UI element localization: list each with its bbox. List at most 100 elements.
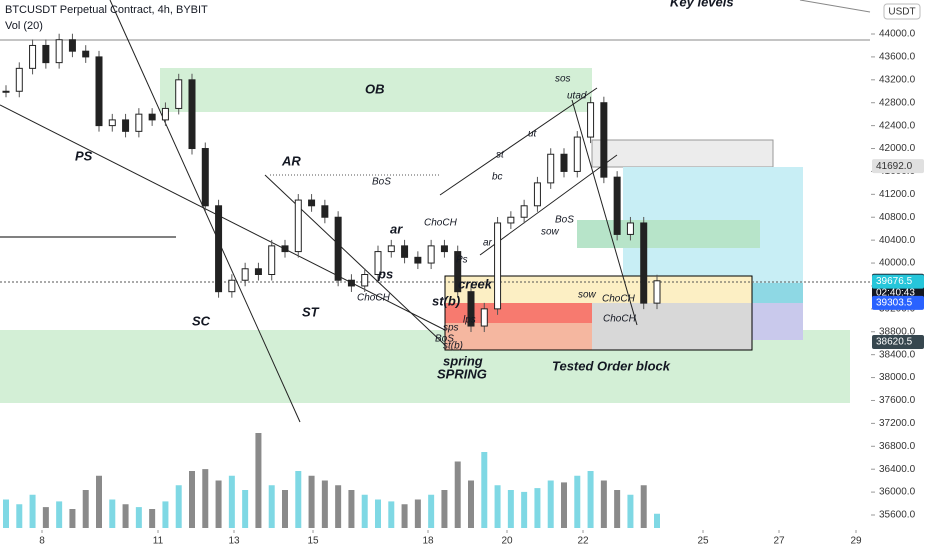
y-tick-label: 35600.0 <box>879 510 916 521</box>
candle-body <box>334 216 342 281</box>
candle-body <box>640 222 648 304</box>
volume-bar <box>494 485 501 528</box>
volume-bar <box>481 452 488 528</box>
price-badge <box>872 335 924 350</box>
annotation: ar <box>483 238 493 249</box>
candle-body <box>95 56 103 127</box>
x-tick-label: 11 <box>153 536 164 547</box>
candle-body <box>321 205 329 218</box>
candle-body <box>427 245 435 264</box>
volume-bar <box>361 494 368 528</box>
annotation: st(b) <box>432 293 460 308</box>
volume-bar <box>228 475 235 528</box>
volume-bar <box>189 471 195 528</box>
volume-bar <box>215 480 222 528</box>
candle-body <box>533 182 541 207</box>
x-tick-label: 8 <box>39 536 45 547</box>
annotations: BTCUSDT Perpetual Contract, 4h, BYBIT Vo… <box>5 0 734 381</box>
annotation: ST <box>302 304 320 319</box>
volume-bar <box>414 499 421 528</box>
annotation: st <box>496 150 505 161</box>
candle-body <box>414 256 422 264</box>
price-badge <box>872 274 924 289</box>
candle-body <box>600 102 608 178</box>
purple-box <box>752 303 803 340</box>
candle-body <box>387 245 395 253</box>
gray-zone <box>591 139 774 168</box>
y-tick-label: 43600.0 <box>879 52 916 63</box>
x-tick-label: 13 <box>228 536 240 547</box>
annotation: Tested Order block <box>552 358 671 373</box>
channel-line <box>439 87 598 196</box>
candle-body <box>480 308 488 327</box>
channel-line <box>571 99 638 326</box>
x-tick-label: 27 <box>773 536 785 547</box>
gray-box <box>592 303 752 350</box>
annotation: sow <box>541 227 560 238</box>
volume-bar <box>335 485 342 528</box>
annotation: ar <box>390 221 403 236</box>
y-tick-label: 42000.0 <box>879 143 916 154</box>
volume-bar <box>534 488 541 528</box>
candle-body <box>613 176 621 235</box>
volume-bar <box>627 494 634 528</box>
annotation: sos <box>555 74 571 85</box>
candle-body <box>29 44 37 69</box>
currency: USDT <box>888 7 915 18</box>
y-tick-label: 37200.0 <box>879 418 916 429</box>
candle-body <box>440 245 448 253</box>
candle-body <box>454 251 462 293</box>
volume-bar <box>321 480 328 528</box>
price-badge-label: 39303.5 <box>876 298 913 309</box>
channel-line <box>0 104 446 331</box>
volume-bar <box>507 490 514 528</box>
volume-bar <box>162 501 169 528</box>
y-tick-label: 40000.0 <box>879 258 916 269</box>
salmon-zone <box>445 323 592 350</box>
volume-bar <box>175 485 182 528</box>
annotation: st(b) <box>443 341 463 352</box>
channel-line <box>479 154 618 256</box>
volume-bar <box>242 490 249 528</box>
y-tick-label: 37600.0 <box>879 395 916 406</box>
candle-body <box>215 205 223 293</box>
annotation: sow <box>578 290 597 301</box>
ob-zone <box>160 68 592 112</box>
y-tick-label: 38400.0 <box>879 349 916 360</box>
volume-bar <box>640 485 647 528</box>
annotation: utad <box>567 91 587 102</box>
candle-body <box>560 153 568 172</box>
x-tick-label: 18 <box>422 536 434 547</box>
indicator: Vol (20) <box>5 20 43 32</box>
price-badge <box>872 159 924 174</box>
candle-body <box>361 274 369 287</box>
volume-bar <box>547 480 554 528</box>
y-tick-label: 40400.0 <box>879 235 916 246</box>
candle-body <box>68 39 76 52</box>
annotation: Key levels <box>670 0 734 9</box>
volume-bar <box>29 494 36 528</box>
volume-bar <box>574 475 581 528</box>
candle-body <box>347 279 355 287</box>
annotation: lps <box>463 315 476 326</box>
candle-body <box>135 113 143 132</box>
volume-bar <box>401 504 408 528</box>
volume-bar <box>654 513 660 528</box>
annotation: spring <box>443 353 483 368</box>
candle-body <box>175 79 183 109</box>
annotation: ps <box>377 266 393 281</box>
volume-bar <box>295 471 302 528</box>
volume-bar <box>454 461 461 528</box>
annotation: ut <box>528 129 538 140</box>
fvg-zone <box>577 220 760 248</box>
candle-body <box>507 216 515 224</box>
candle-body <box>308 199 316 207</box>
price-badge <box>872 295 924 310</box>
annotation: ChoCH <box>424 218 458 229</box>
annotation: creek <box>458 276 493 291</box>
y-tick-label: 36000.0 <box>879 487 916 498</box>
y-tick-label: 36400.0 <box>879 464 916 475</box>
volume-bar <box>109 499 116 528</box>
annotation: PS <box>75 148 93 163</box>
